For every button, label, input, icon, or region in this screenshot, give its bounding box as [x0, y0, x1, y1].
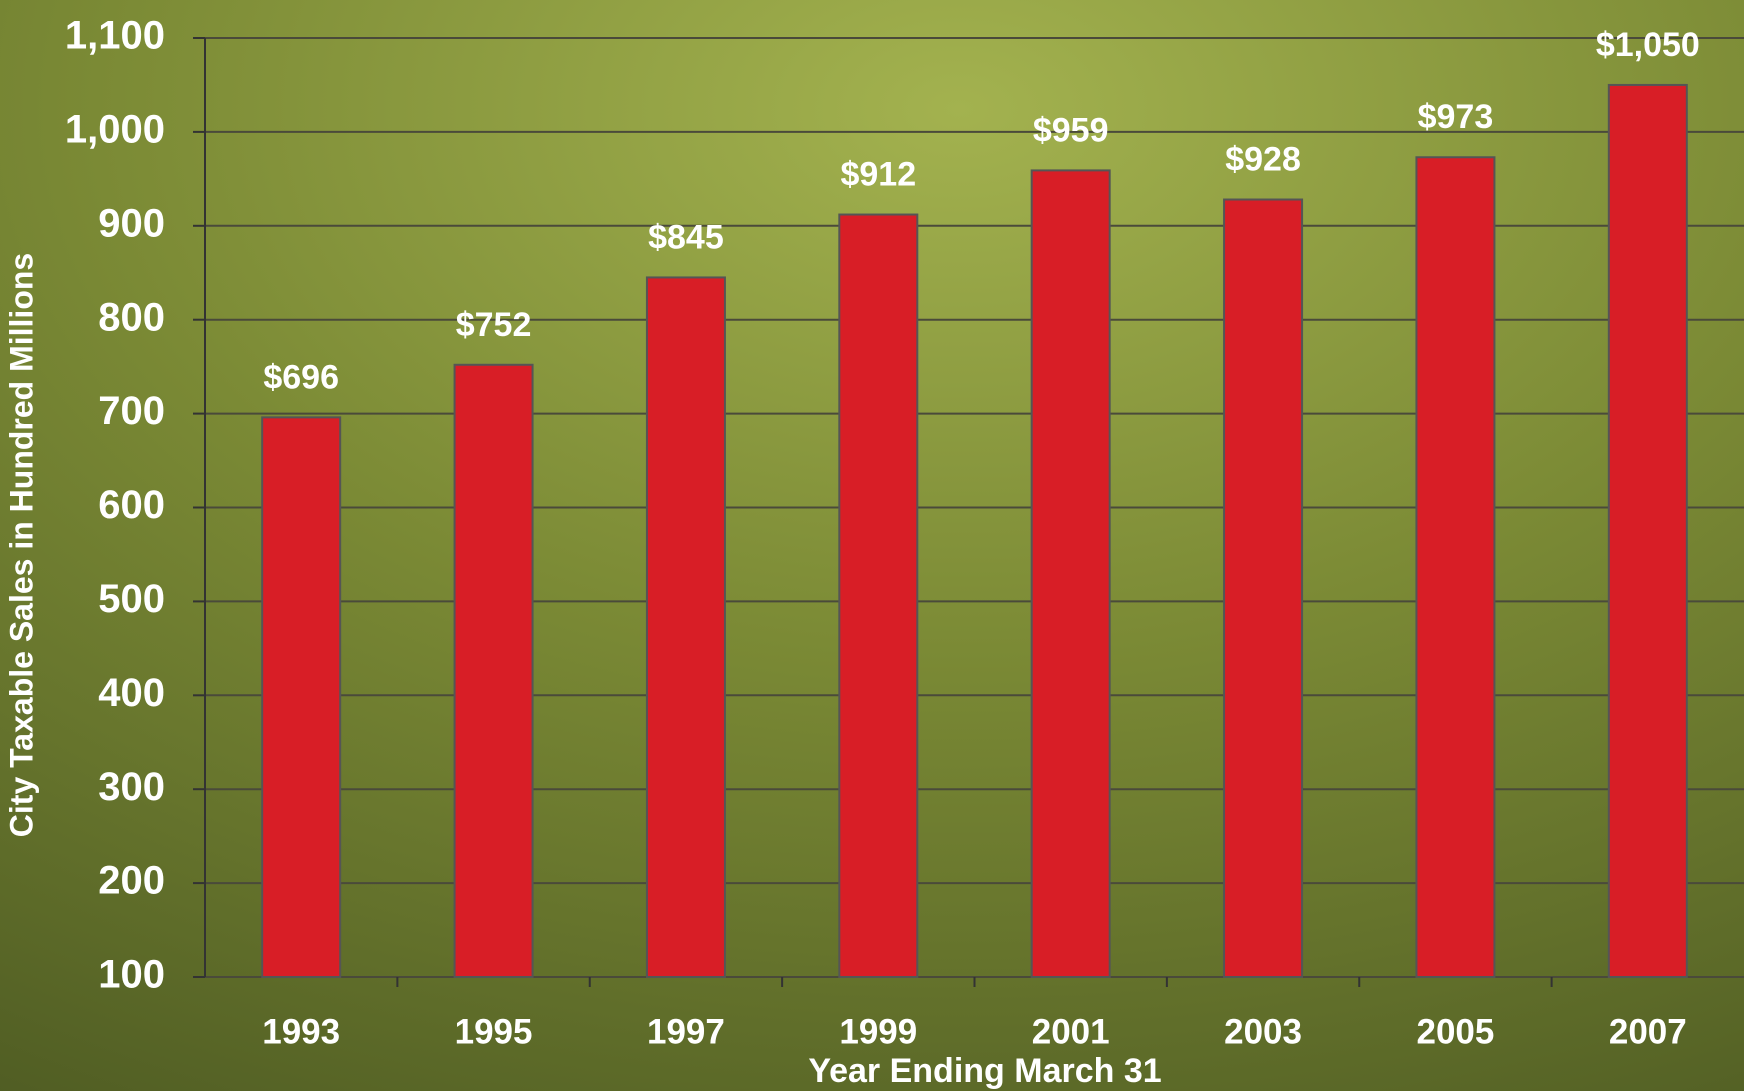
y-tick-label: 900: [98, 201, 165, 245]
y-tick-label: 800: [98, 295, 165, 339]
value-label: $752: [456, 306, 532, 344]
bar: [262, 417, 340, 977]
value-label: $928: [1225, 140, 1301, 178]
x-axis-title: Year Ending March 31: [808, 1052, 1161, 1090]
y-tick-label: 100: [98, 953, 165, 997]
y-tick-label: 500: [98, 577, 165, 621]
y-tick-label: 1,100: [65, 14, 165, 58]
value-label: $1,050: [1596, 26, 1700, 64]
bar: [1416, 157, 1494, 977]
y-tick-label: 400: [98, 671, 165, 715]
bar: [647, 277, 725, 977]
x-tick-label: 1995: [455, 1012, 533, 1051]
value-label: $912: [840, 156, 916, 194]
value-label: $845: [648, 218, 724, 256]
y-tick-label: 700: [98, 389, 165, 433]
bar: [1224, 200, 1302, 977]
bar: [455, 365, 533, 977]
value-label: $959: [1033, 111, 1109, 149]
x-tick-label: 1997: [647, 1012, 725, 1051]
bar: [1609, 85, 1687, 977]
x-tick-label: 2001: [1032, 1012, 1110, 1051]
x-tick-label: 2003: [1224, 1012, 1302, 1051]
value-label: $696: [263, 358, 339, 396]
bar: [839, 215, 917, 977]
y-tick-label: 600: [98, 483, 165, 527]
chart: City Taxable Sales in Hundred Millions Y…: [0, 0, 1744, 1091]
page: City Taxable Sales in Hundred Millions Y…: [0, 0, 1744, 1091]
y-tick-label: 300: [98, 765, 165, 809]
x-tick-label: 1993: [262, 1012, 340, 1051]
y-tick-label: 200: [98, 859, 165, 903]
bar: [1032, 170, 1110, 977]
x-tick-label: 2007: [1609, 1012, 1687, 1051]
y-tick-label: 1,000: [65, 107, 165, 151]
y-axis-title: City Taxable Sales in Hundred Millions: [3, 253, 39, 837]
x-tick-label: 2005: [1417, 1012, 1495, 1051]
x-tick-label: 1999: [839, 1012, 917, 1051]
value-label: $973: [1418, 98, 1494, 136]
